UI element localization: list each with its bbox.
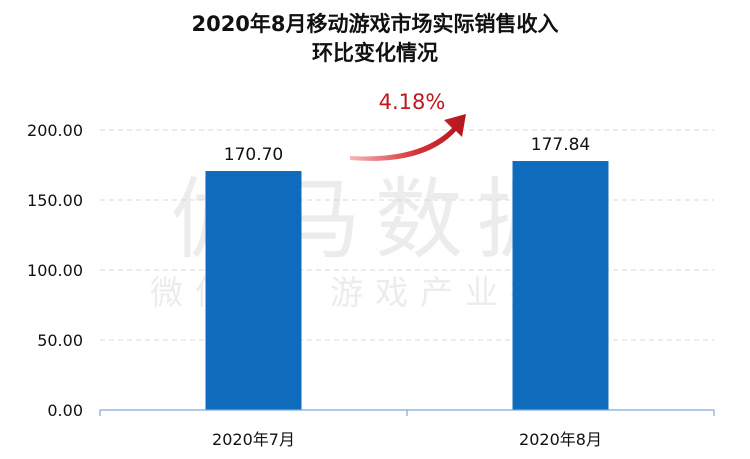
x-tick-label: 2020年7月 (212, 430, 295, 449)
chart-title: 2020年8月移动游戏市场实际销售收入 环比变化情况 (0, 10, 750, 68)
y-tick-label: 50.00 (37, 331, 83, 350)
bar-value-label: 170.70 (224, 145, 283, 165)
y-tick-label: 0.00 (47, 401, 83, 420)
chart-title-line-2: 环比变化情况 (312, 41, 438, 65)
chart-title-line-1: 2020年8月移动游戏市场实际销售收入 (191, 12, 559, 36)
bar (512, 161, 609, 410)
y-tick-label: 100.00 (27, 261, 83, 280)
bars: 170.70 177.84 (205, 135, 609, 410)
gridlines (100, 129, 714, 341)
axes: 0.00 50.00 100.00 150.00 200.00 2020年7月 2020年8… (27, 121, 715, 449)
y-tick-label: 200.00 (27, 121, 83, 140)
growth-rate-label: 4.18% (379, 90, 446, 114)
bar-value-label: 177.84 (531, 135, 590, 155)
x-tick-label: 2020年8月 (519, 430, 602, 449)
bar (205, 171, 302, 410)
y-tick-label: 150.00 (27, 191, 83, 210)
growth-arrow-icon (350, 114, 466, 161)
